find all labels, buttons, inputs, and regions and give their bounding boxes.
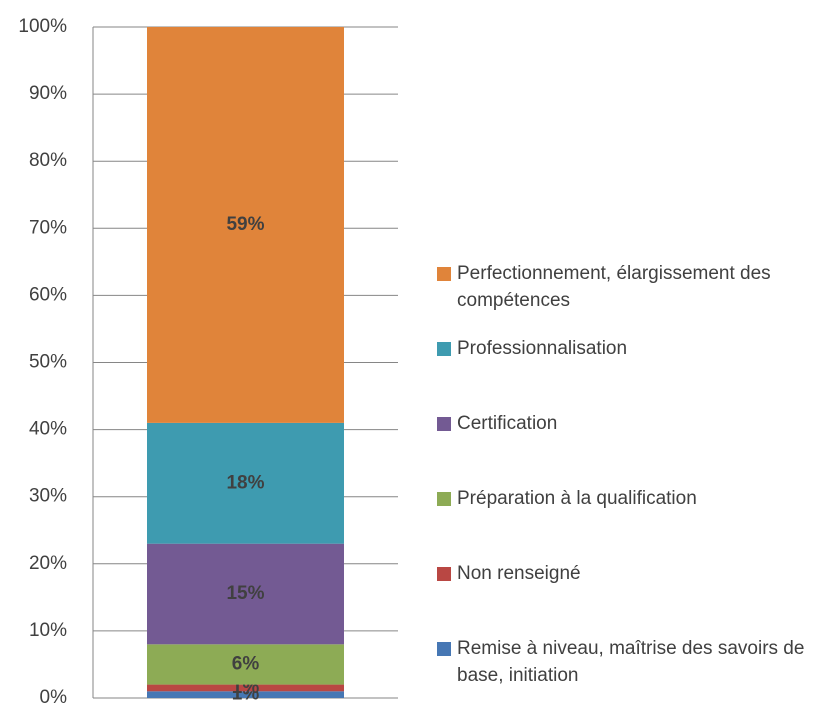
data-label: 18% (226, 472, 264, 493)
legend-swatch (437, 492, 451, 506)
y-tick-label: 90% (29, 83, 67, 104)
y-tick-label: 50% (29, 352, 67, 373)
bar-segment (147, 27, 344, 423)
legend-label: Certification (457, 413, 558, 434)
y-tick-label: 100% (18, 16, 67, 37)
y-tick-label: 0% (40, 687, 68, 708)
legend-item: Préparation à la qualification (437, 485, 812, 512)
legend-label: Remise à niveau, maîtrise des savoirs de… (457, 638, 805, 686)
y-tick-label: 70% (29, 217, 67, 238)
y-tick-label: 20% (29, 553, 67, 574)
data-label: 59% (226, 214, 264, 235)
bar-segment (147, 684, 344, 692)
legend-swatch (437, 417, 451, 431)
legend-label: Préparation à la qualification (457, 488, 697, 509)
bar-segment (147, 422, 344, 544)
y-tick-label: 80% (29, 150, 67, 171)
data-label: 15% (226, 583, 264, 604)
legend-item: Non renseigné (437, 560, 812, 587)
legend-swatch (437, 267, 451, 281)
data-label: 6% (232, 653, 260, 674)
bar-segment (147, 644, 344, 685)
legend-item: Perfectionnement, élargissement des comp… (437, 260, 812, 314)
legend-label: Professionnalisation (457, 338, 628, 359)
legend-item: Remise à niveau, maîtrise des savoirs de… (437, 635, 812, 689)
legend-item: Professionnalisation (437, 335, 812, 362)
legend-swatch (437, 567, 451, 581)
bar-segment (147, 543, 344, 645)
legend-label: Non renseigné (457, 563, 581, 584)
legend-swatch (437, 642, 451, 656)
y-tick-label: 40% (29, 419, 67, 440)
legend-swatch (437, 342, 451, 356)
bar-segment (147, 691, 344, 698)
legend-item: Certification (437, 410, 812, 437)
y-tick-label: 60% (29, 284, 67, 305)
y-tick-label: 30% (29, 486, 67, 507)
y-tick-label: 10% (29, 620, 67, 641)
legend-label: Perfectionnement, élargissement des comp… (457, 263, 771, 311)
